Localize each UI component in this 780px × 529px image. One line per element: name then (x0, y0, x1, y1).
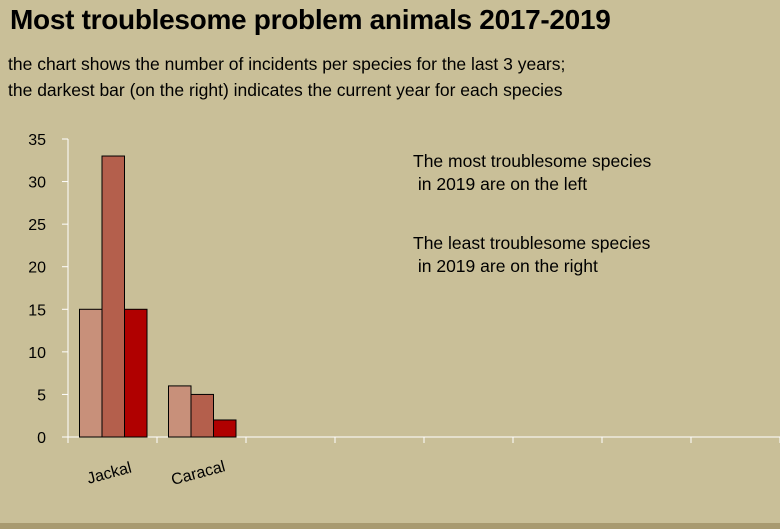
chart-annotations: The most troublesome species in 2019 are… (413, 151, 652, 276)
y-tick-label: 35 (28, 132, 46, 149)
y-tick-label: 30 (28, 175, 46, 192)
bar-caracal-series-1 (168, 385, 192, 438)
chart-bars (79, 155, 237, 438)
y-tick-labels: 0 5 10 15 20 25 30 35 (28, 132, 46, 447)
y-tick-label: 10 (28, 345, 46, 362)
category-label: Jackal (85, 460, 133, 488)
bar-jackal-series-1 (79, 308, 103, 438)
y-tick-label: 5 (37, 387, 46, 404)
chart-subtitle-line-1: the chart shows the number of incidents … (8, 54, 566, 74)
y-tick-label: 25 (28, 217, 46, 234)
y-tick-label: 15 (28, 302, 46, 319)
footer-bar (0, 523, 780, 529)
bar-jackal-series-3 (124, 308, 148, 438)
annotation-2-line-1: The least troublesome species (413, 233, 651, 253)
bar-caracal-series-3 (213, 419, 237, 438)
chart-subtitle-line-2: the darkest bar (on the right) indicates… (8, 80, 563, 100)
bar-caracal-series-2 (190, 393, 214, 438)
category-label: Caracal (170, 458, 228, 489)
annotation-1-line-1: The most troublesome species (413, 151, 652, 171)
y-tick-label: 0 (37, 430, 46, 447)
annotation-2-line-2: in 2019 are on the right (413, 256, 598, 276)
annotation-1-line-2: in 2019 are on the left (413, 174, 587, 194)
y-tick-label: 20 (28, 260, 46, 277)
chart-title: Most troublesome problem animals 2017-20… (10, 4, 611, 35)
category-labels: Jackal Caracal (85, 458, 227, 489)
bar-jackal-series-2 (101, 155, 125, 438)
